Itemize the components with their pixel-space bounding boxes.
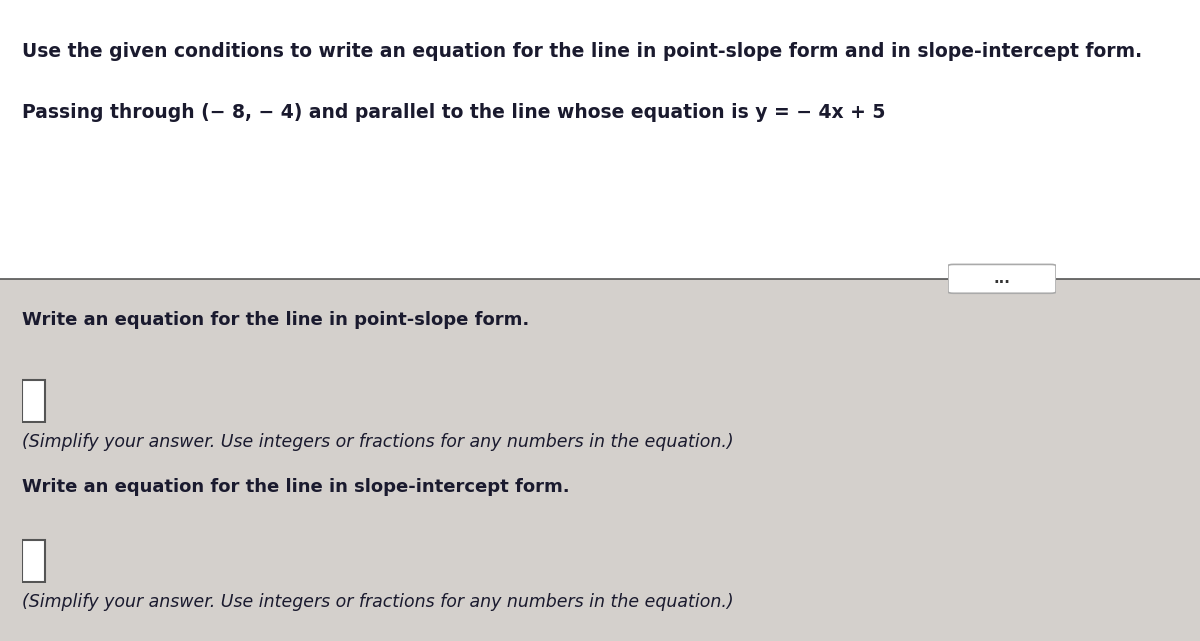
- FancyBboxPatch shape: [23, 540, 44, 582]
- Text: (Simplify your answer. Use integers or fractions for any numbers in the equation: (Simplify your answer. Use integers or f…: [22, 433, 733, 451]
- FancyBboxPatch shape: [948, 264, 1056, 294]
- Text: Passing through (− 8, − 4) and parallel to the line whose equation is y = − 4x +: Passing through (− 8, − 4) and parallel …: [22, 103, 884, 122]
- Text: Use the given conditions to write an equation for the line in point-slope form a: Use the given conditions to write an equ…: [22, 42, 1141, 61]
- Text: Write an equation for the line in point-slope form.: Write an equation for the line in point-…: [22, 311, 529, 329]
- FancyBboxPatch shape: [23, 379, 44, 422]
- Text: Write an equation for the line in slope-intercept form.: Write an equation for the line in slope-…: [22, 478, 569, 495]
- Text: ...: ...: [994, 271, 1010, 287]
- Text: (Simplify your answer. Use integers or fractions for any numbers in the equation: (Simplify your answer. Use integers or f…: [22, 593, 733, 611]
